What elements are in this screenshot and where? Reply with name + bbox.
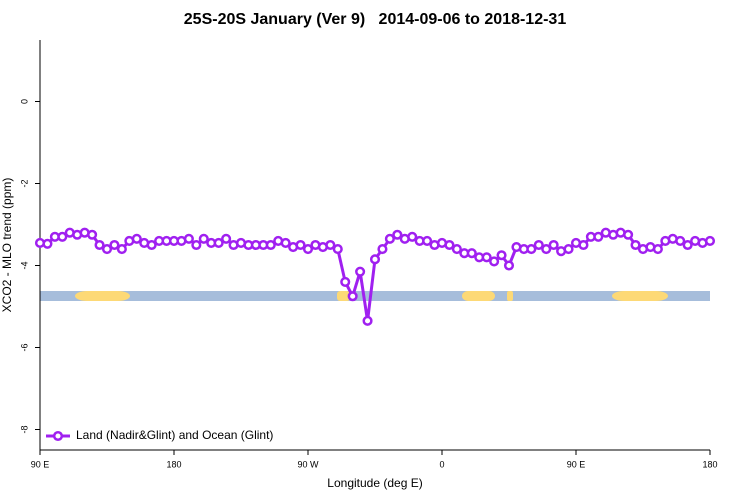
- point: [384, 233, 395, 244]
- point: [503, 260, 515, 271]
- land: [337, 291, 350, 301]
- y-tick-label: 0: [19, 99, 29, 104]
- x-tick-label: 180: [166, 459, 181, 469]
- point: [183, 233, 194, 244]
- land-ocean-strip: [40, 291, 710, 301]
- legend-label: Land (Nadir&Glint) and Ocean (Glint): [76, 428, 273, 442]
- point: [489, 256, 500, 267]
- land: [507, 291, 513, 301]
- point: [332, 244, 343, 255]
- point: [377, 244, 388, 255]
- point: [362, 315, 373, 326]
- legend-marker: [52, 430, 64, 442]
- ocean: [40, 291, 710, 301]
- x-tick-label: 180: [702, 459, 717, 469]
- point: [221, 233, 232, 244]
- land: [612, 291, 668, 301]
- point: [451, 244, 462, 255]
- y-tick-label: -6: [19, 343, 29, 351]
- point: [57, 231, 68, 242]
- point: [533, 239, 544, 251]
- point: [526, 244, 537, 255]
- x-axis-label: Longitude (deg E): [327, 476, 422, 490]
- point: [87, 229, 98, 240]
- y-tick-label: -2: [19, 179, 29, 187]
- point: [704, 235, 716, 246]
- y-tick-label: -8: [19, 425, 29, 433]
- point: [481, 252, 492, 263]
- point: [675, 235, 686, 246]
- point: [198, 233, 209, 244]
- point: [578, 239, 589, 251]
- point: [94, 239, 105, 251]
- point: [295, 239, 306, 251]
- point: [593, 231, 604, 242]
- point: [109, 239, 120, 251]
- point: [101, 244, 113, 255]
- point: [392, 229, 403, 240]
- point: [325, 239, 336, 251]
- point: [213, 237, 224, 248]
- point: [369, 254, 381, 265]
- point: [146, 239, 157, 251]
- x-tick-label: 90 W: [297, 459, 319, 469]
- point: [422, 235, 433, 246]
- y-tick-label: -4: [19, 261, 29, 269]
- point: [191, 239, 202, 251]
- point: [265, 239, 276, 251]
- point: [444, 239, 455, 251]
- point: [347, 291, 358, 302]
- point: [563, 244, 574, 255]
- point: [355, 266, 366, 277]
- point: [548, 239, 559, 251]
- land: [75, 291, 130, 301]
- point: [496, 250, 507, 261]
- point: [466, 248, 477, 259]
- point: [302, 244, 314, 255]
- x-tick-label: 90 E: [31, 459, 50, 469]
- point: [280, 237, 291, 248]
- y-axis-label: XCO2 - MLO trend (ppm): [0, 178, 14, 313]
- point: [42, 238, 53, 249]
- point: [131, 233, 142, 244]
- land: [462, 291, 495, 301]
- point: [630, 239, 641, 251]
- point: [652, 244, 663, 255]
- point: [623, 229, 634, 240]
- chart-title: 25S-20S January (Ver 9) 2014-09-06 to 20…: [184, 11, 567, 28]
- point: [340, 276, 351, 287]
- point: [541, 244, 552, 255]
- x-tick-label: 0: [439, 459, 444, 469]
- point: [407, 231, 418, 242]
- x-tick-label: 90 E: [567, 459, 586, 469]
- point: [116, 244, 127, 255]
- point: [682, 239, 693, 251]
